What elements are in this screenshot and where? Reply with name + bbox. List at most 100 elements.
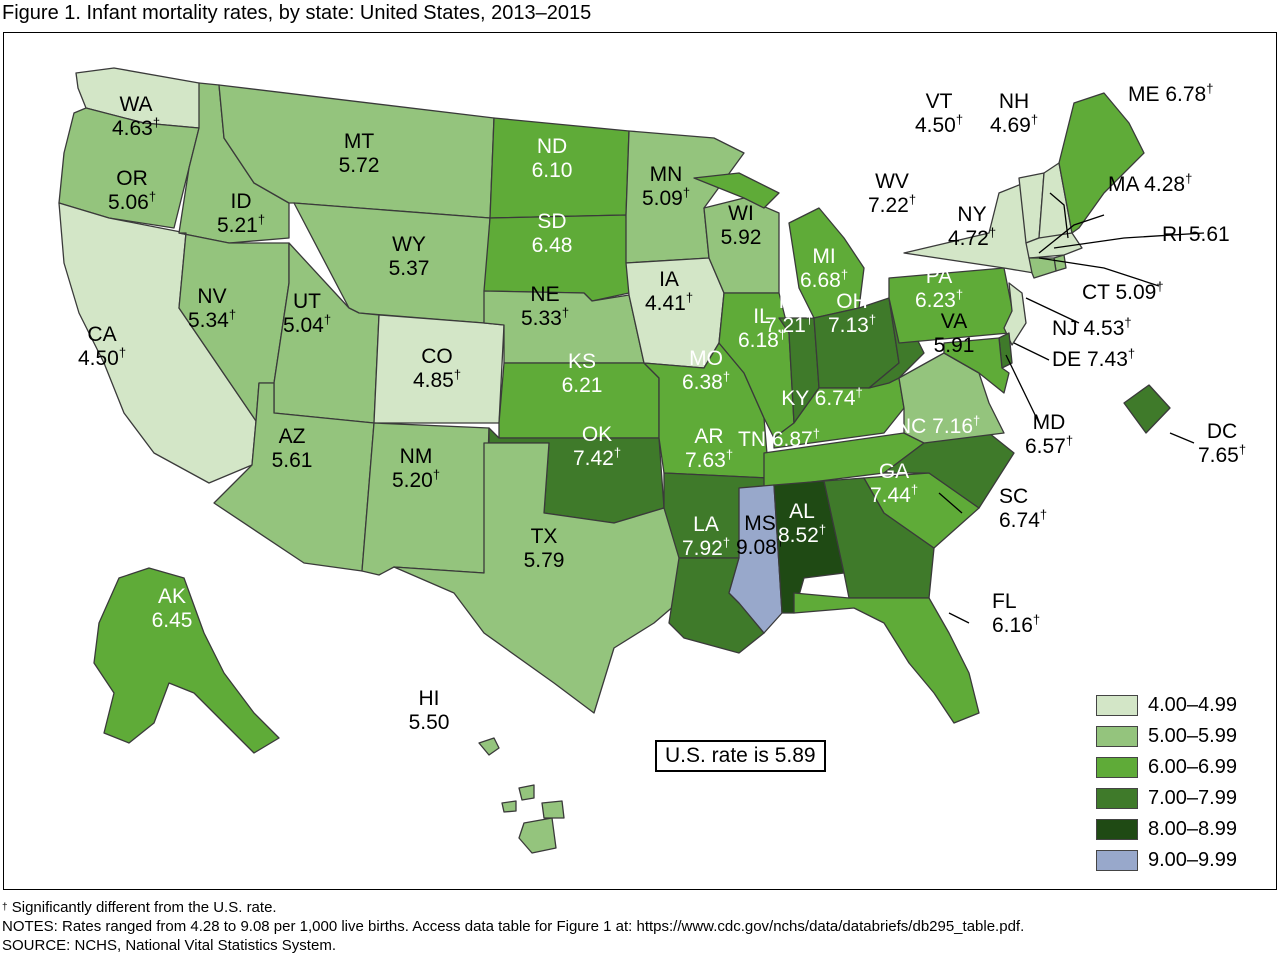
legend-label: 4.00–4.99 [1148, 694, 1237, 716]
state-label-mo: MO 6.38† [682, 347, 730, 394]
dagger-symbol: † [989, 225, 996, 240]
legend-label: 9.00–9.99 [1148, 849, 1237, 871]
state-label-mn: MN 5.09† [642, 163, 690, 210]
state-rate: 6.10 [532, 159, 573, 182]
state-rate: 6.18 [738, 329, 779, 352]
footnote-source: SOURCE: NCHS, National Vital Statistics … [2, 937, 336, 954]
state-abbr: WI [728, 202, 754, 225]
state-abbr: NE [530, 283, 559, 306]
dagger-symbol: † [1033, 612, 1040, 627]
state-label-wy: WY 5.37 [389, 233, 430, 280]
state-label-or: OR 5.06† [108, 167, 156, 214]
us-choropleth-map: WA 4.63†OR 5.06†CA 4.50†ID 5.21†NV 5.34†MT 5.7… [58, 67, 1246, 854]
legend-swatch [1096, 850, 1138, 871]
dagger-symbol: † [1066, 433, 1073, 448]
dagger-symbol: † [956, 112, 963, 127]
state-label-nc: NC 7.16† [896, 413, 980, 438]
state-label-ar: AR 7.63† [685, 425, 733, 472]
dagger-symbol: † [856, 385, 863, 400]
legend-label: 8.00–8.99 [1148, 818, 1237, 840]
state-abbr: OH [836, 290, 868, 313]
legend-label: 6.00–6.99 [1148, 756, 1237, 778]
state-rate: 6.68 [800, 269, 841, 292]
state-label-in: IN 7.21† [765, 290, 813, 337]
state-label-ca: CA 4.50† [78, 323, 126, 370]
dagger-symbol: † [686, 290, 693, 305]
state-label-nd: ND 6.10 [532, 135, 573, 182]
state-label-sc: SC 6.74† [999, 485, 1047, 532]
dagger-symbol: † [779, 327, 786, 342]
state-rate: 6.16 [992, 614, 1033, 637]
state-rate: 6.48 [532, 234, 573, 257]
state-rate: 5.04 [283, 314, 324, 337]
state-label-il: IL 6.18† [738, 305, 786, 352]
dagger-symbol: † [819, 522, 826, 537]
state-rate: 5.37 [389, 257, 430, 280]
state-label-wv: WV 7.22† [868, 170, 916, 217]
state-label-tx: TX 5.79 [524, 525, 565, 572]
state-label-nh: NH 4.69† [990, 90, 1038, 137]
legend-swatch [1096, 819, 1138, 840]
state-ak [93, 567, 280, 754]
state-rate: 4.69 [990, 114, 1031, 137]
state-md [943, 337, 1010, 394]
state-abbr: FL [992, 590, 1017, 613]
dagger-symbol: † [973, 413, 980, 428]
state-abbr: IA [659, 268, 679, 291]
state-rate: 7.42 [573, 447, 614, 470]
state-co [373, 314, 505, 424]
state-label-ut: UT 5.04† [283, 290, 331, 337]
state-rate: 5.33 [521, 307, 562, 330]
state-abbr: IN [779, 290, 800, 313]
state-abbr: VA [941, 310, 967, 333]
state-abbr: CA [87, 323, 116, 346]
state-rate: 5.72 [339, 154, 380, 177]
state-abbr: LA [693, 513, 719, 536]
state-abbr-rate: NJ 4.53 [1052, 317, 1124, 340]
state-abbr: HI [419, 687, 440, 710]
state-rate: 6.23 [915, 289, 956, 312]
state-label-dc: DC 7.65† [1198, 420, 1246, 467]
state-abbr: AR [694, 425, 723, 448]
state-rate: 5.21 [217, 214, 258, 237]
state-rate: 5.09 [642, 187, 683, 210]
state-label-nm: NM 5.20† [392, 445, 440, 492]
dagger-symbol: † [911, 482, 918, 497]
state-me [1058, 92, 1145, 234]
state-rate: 9.08 [736, 536, 777, 559]
us-rate-box: U.S. rate is 5.89 [655, 740, 826, 772]
state-label-ks: KS 6.21 [562, 350, 603, 397]
state-dc [1123, 384, 1171, 434]
state-abbr: SD [537, 210, 566, 233]
dagger-symbol: † [614, 445, 621, 460]
dagger-symbol: † [2, 902, 8, 913]
state-rate: 4.72 [948, 227, 989, 250]
state-label-ny: NY 4.72† [948, 203, 996, 250]
state-label-ct: CT 5.09† [1082, 279, 1164, 304]
dagger-symbol: † [149, 189, 156, 204]
state-rate: 5.79 [524, 549, 565, 572]
state-rate: 6.45 [152, 609, 193, 632]
state-rate: 7.44 [870, 484, 911, 507]
state-label-ia: IA 4.41† [645, 268, 693, 315]
state-abbr: ND [537, 135, 567, 158]
state-label-id: ID 5.21† [217, 190, 265, 237]
dagger-symbol: † [1156, 279, 1163, 294]
state-abbr: GA [879, 460, 909, 483]
state-abbr: MS [744, 512, 776, 535]
dagger-symbol: † [841, 267, 848, 282]
state-label-wi: WI 5.92 [721, 202, 762, 249]
state-abbr-rate: MA 4.28 [1108, 173, 1185, 196]
legend-swatch [1096, 757, 1138, 778]
state-label-ak: AK 6.45 [152, 585, 193, 632]
state-abbr: WY [392, 233, 426, 256]
state-rate: 4.63 [112, 117, 153, 140]
state-rate: 7.63 [685, 449, 726, 472]
state-abbr-rate: TN 6.87 [738, 428, 813, 451]
map-frame: WA 4.63† OR 5.06† CA 4.50† ID 5.21† NV 5.34† MT 5.7… [3, 32, 1277, 890]
state-label-wa: WA 4.63† [112, 93, 160, 140]
dagger-symbol: † [956, 287, 963, 302]
state-rate: 4.41 [645, 292, 686, 315]
dagger-symbol: † [1124, 315, 1131, 330]
state-rate: 6.74 [999, 509, 1040, 532]
